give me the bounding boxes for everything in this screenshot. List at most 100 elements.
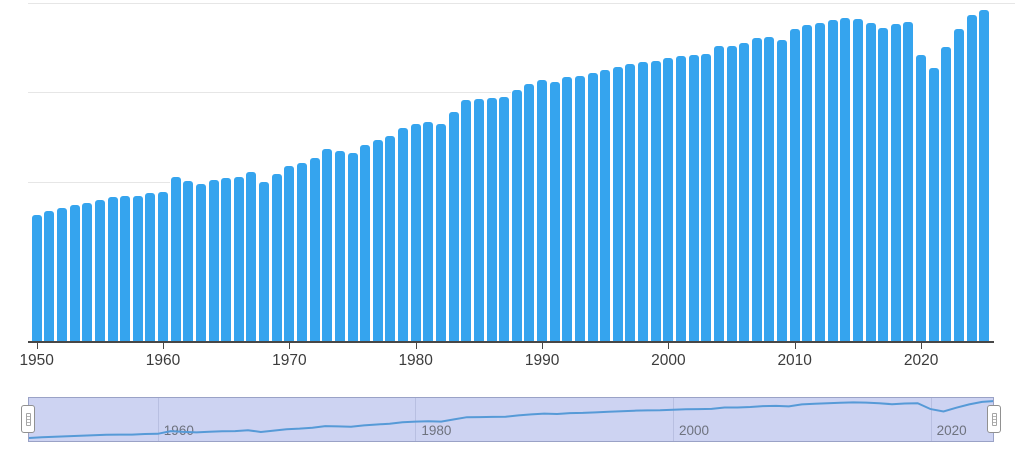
bar-1978[interactable] xyxy=(385,136,396,341)
bar-1997[interactable] xyxy=(625,64,636,341)
bar-2016[interactable] xyxy=(865,23,876,341)
bar-1956[interactable] xyxy=(107,197,118,341)
handle-grip-icon xyxy=(25,412,31,426)
bar-1989[interactable] xyxy=(524,84,535,341)
bar-2021[interactable] xyxy=(928,68,939,341)
bar-1999[interactable] xyxy=(650,61,661,341)
bar-1986[interactable] xyxy=(486,98,497,341)
bar-1992[interactable] xyxy=(562,77,573,341)
bar-2007[interactable] xyxy=(751,38,762,341)
bar-1982[interactable] xyxy=(435,124,446,341)
x-axis-tick xyxy=(36,342,38,349)
bar-2019[interactable] xyxy=(903,22,914,341)
bar-2022[interactable] xyxy=(941,47,952,341)
bar-1964[interactable] xyxy=(208,180,219,341)
bar-1952[interactable] xyxy=(56,208,67,341)
handle-grip-icon xyxy=(991,412,997,426)
bar-2008[interactable] xyxy=(764,37,775,341)
bar-2012[interactable] xyxy=(815,23,826,341)
bar-2005[interactable] xyxy=(726,46,737,341)
bar-1991[interactable] xyxy=(549,82,560,341)
bar-2002[interactable] xyxy=(688,55,699,341)
x-axis-label-1990: 1990 xyxy=(524,352,560,369)
bar-2001[interactable] xyxy=(676,56,687,341)
range-grid-line-1960 xyxy=(157,398,159,441)
bar-2000[interactable] xyxy=(663,58,674,341)
bar-2025[interactable] xyxy=(979,10,990,341)
bar-1960[interactable] xyxy=(158,192,169,341)
bar-1979[interactable] xyxy=(398,128,409,341)
bar-1983[interactable] xyxy=(448,112,459,341)
bar-1967[interactable] xyxy=(246,172,257,341)
bar-1959[interactable] xyxy=(145,193,156,341)
bar-2020[interactable] xyxy=(916,55,927,341)
horizontal-gridline xyxy=(28,92,511,93)
bar-1958[interactable] xyxy=(132,196,143,341)
range-grid-line-2000 xyxy=(673,398,674,441)
bar-2003[interactable] xyxy=(701,54,712,341)
bar-1950[interactable] xyxy=(31,215,42,341)
bar-1994[interactable] xyxy=(587,73,598,341)
x-axis-label-2010: 2010 xyxy=(777,352,812,369)
bar-2024[interactable] xyxy=(966,15,977,341)
bar-1977[interactable] xyxy=(372,140,383,341)
bar-1998[interactable] xyxy=(638,62,649,341)
x-axis-tick xyxy=(415,342,417,349)
bar-1968[interactable] xyxy=(259,182,270,341)
bar-1985[interactable] xyxy=(473,99,484,341)
bar-1965[interactable] xyxy=(221,178,232,341)
x-axis-tick xyxy=(668,342,670,349)
range-selector[interactable]: 1960 1980 2000 2020 xyxy=(28,397,994,442)
range-grid-label-2000: 2000 xyxy=(679,423,710,438)
bar-1969[interactable] xyxy=(271,174,282,341)
bar-1995[interactable] xyxy=(600,70,611,341)
x-axis-label-1970: 1970 xyxy=(272,352,307,369)
bar-1962[interactable] xyxy=(183,181,194,341)
bar-2009[interactable] xyxy=(777,40,788,341)
bar-1987[interactable] xyxy=(499,97,510,341)
bar-1990[interactable] xyxy=(537,80,548,341)
bar-1974[interactable] xyxy=(334,151,345,341)
x-axis-tick xyxy=(289,342,291,349)
bar-1955[interactable] xyxy=(94,200,105,341)
range-grid-label-1960: 1960 xyxy=(163,423,194,438)
bar-1981[interactable] xyxy=(423,122,434,341)
bar-1988[interactable] xyxy=(511,90,522,341)
bar-2013[interactable] xyxy=(827,20,838,341)
range-handle-right[interactable] xyxy=(987,405,1001,433)
bar-1984[interactable] xyxy=(461,100,472,341)
x-axis-tick xyxy=(542,342,544,349)
bar-1980[interactable] xyxy=(410,124,421,341)
horizontal-gridline xyxy=(28,3,1015,4)
bar-2004[interactable] xyxy=(713,46,724,341)
bar-1954[interactable] xyxy=(82,203,93,341)
bar-1966[interactable] xyxy=(233,177,244,341)
bar-1996[interactable] xyxy=(612,67,623,341)
bar-2018[interactable] xyxy=(890,24,901,341)
bar-2023[interactable] xyxy=(953,29,964,341)
bar-1970[interactable] xyxy=(284,166,295,341)
bar-1951[interactable] xyxy=(44,211,55,341)
bar-1961[interactable] xyxy=(170,177,181,341)
bar-2014[interactable] xyxy=(840,18,851,341)
bar-2017[interactable] xyxy=(878,28,889,341)
bar-1975[interactable] xyxy=(347,153,358,341)
bar-2010[interactable] xyxy=(789,29,800,341)
bar-1973[interactable] xyxy=(322,149,333,341)
range-handle-left[interactable] xyxy=(21,405,35,433)
bar-2015[interactable] xyxy=(852,19,863,341)
bar-1972[interactable] xyxy=(309,158,320,341)
bar-2006[interactable] xyxy=(739,43,750,341)
range-preview-line xyxy=(29,400,993,439)
range-grid-line-2020 xyxy=(930,398,932,441)
range-grid-line-1980 xyxy=(415,398,417,441)
x-axis-tick xyxy=(794,342,796,349)
bar-1976[interactable] xyxy=(360,145,371,341)
bar-1953[interactable] xyxy=(69,205,80,341)
bar-1957[interactable] xyxy=(120,196,131,341)
bar-1971[interactable] xyxy=(297,163,308,341)
x-axis-label-1950: 1950 xyxy=(19,352,54,369)
bar-2011[interactable] xyxy=(802,25,813,341)
bar-1963[interactable] xyxy=(195,184,206,341)
bar-1993[interactable] xyxy=(574,76,585,341)
